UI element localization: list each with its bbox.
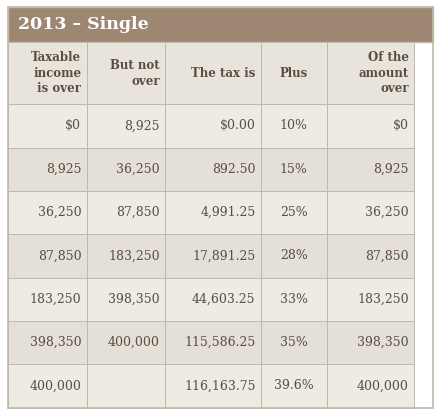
Bar — [8, 191, 86, 234]
Bar — [8, 234, 86, 278]
Text: 400,000: 400,000 — [30, 379, 81, 392]
Text: But not
over: But not over — [110, 59, 160, 88]
Text: 35%: 35% — [280, 336, 308, 349]
Text: 36,250: 36,250 — [365, 206, 409, 219]
Bar — [261, 42, 327, 104]
Bar — [86, 148, 165, 191]
Bar — [165, 104, 261, 148]
Bar — [86, 42, 165, 104]
Bar — [86, 234, 165, 278]
Bar — [86, 191, 165, 234]
Text: $0: $0 — [392, 120, 409, 132]
Text: 398,350: 398,350 — [30, 336, 81, 349]
Text: Taxable
income
is over: Taxable income is over — [31, 51, 81, 95]
Bar — [261, 234, 327, 278]
Text: The tax is: The tax is — [191, 67, 256, 80]
Bar — [8, 321, 86, 364]
Bar — [327, 278, 414, 321]
Bar — [261, 104, 327, 148]
Text: $0.00: $0.00 — [220, 120, 256, 132]
Bar — [327, 191, 414, 234]
Bar — [327, 42, 414, 104]
Text: 10%: 10% — [280, 120, 308, 132]
Text: 15%: 15% — [280, 163, 308, 176]
Bar — [165, 148, 261, 191]
Text: 87,850: 87,850 — [37, 249, 81, 262]
Text: 8,925: 8,925 — [124, 120, 160, 132]
Text: 44,603.25: 44,603.25 — [192, 293, 256, 306]
Text: 183,250: 183,250 — [357, 293, 409, 306]
Bar — [261, 278, 327, 321]
Text: $0: $0 — [65, 120, 81, 132]
Bar — [8, 278, 86, 321]
Bar — [165, 321, 261, 364]
Bar — [86, 278, 165, 321]
Text: Of the
amount
over: Of the amount over — [359, 51, 409, 95]
Text: 8,925: 8,925 — [46, 163, 81, 176]
Bar — [327, 148, 414, 191]
Text: 36,250: 36,250 — [116, 163, 160, 176]
Bar — [8, 104, 86, 148]
Text: 183,250: 183,250 — [30, 293, 81, 306]
Bar — [261, 148, 327, 191]
Text: Plus: Plus — [280, 67, 308, 80]
Bar — [261, 321, 327, 364]
Text: 115,586.25: 115,586.25 — [184, 336, 256, 349]
Bar — [165, 278, 261, 321]
Bar — [86, 104, 165, 148]
Text: 39.6%: 39.6% — [274, 379, 314, 392]
Bar — [261, 364, 327, 408]
Bar — [327, 234, 414, 278]
Text: 183,250: 183,250 — [108, 249, 160, 262]
Text: 87,850: 87,850 — [116, 206, 160, 219]
Bar — [8, 42, 86, 104]
Text: 8,925: 8,925 — [373, 163, 409, 176]
Bar — [8, 148, 86, 191]
Bar — [327, 104, 414, 148]
Text: 2013 – Single: 2013 – Single — [18, 16, 148, 33]
Text: 398,350: 398,350 — [357, 336, 409, 349]
Text: 87,850: 87,850 — [365, 249, 409, 262]
Bar — [165, 42, 261, 104]
Text: 25%: 25% — [280, 206, 308, 219]
Bar — [165, 234, 261, 278]
Text: 400,000: 400,000 — [108, 336, 160, 349]
Text: 28%: 28% — [280, 249, 308, 262]
Text: 17,891.25: 17,891.25 — [192, 249, 256, 262]
Bar — [8, 7, 433, 42]
Text: 36,250: 36,250 — [37, 206, 81, 219]
Text: 116,163.75: 116,163.75 — [184, 379, 256, 392]
Bar — [86, 364, 165, 408]
Text: 4,991.25: 4,991.25 — [200, 206, 256, 219]
Text: 33%: 33% — [280, 293, 308, 306]
Text: 892.50: 892.50 — [212, 163, 256, 176]
Bar — [8, 364, 86, 408]
Bar — [261, 191, 327, 234]
Bar — [165, 364, 261, 408]
Text: 398,350: 398,350 — [108, 293, 160, 306]
Bar — [327, 364, 414, 408]
Text: 400,000: 400,000 — [357, 379, 409, 392]
Bar — [86, 321, 165, 364]
Bar — [165, 191, 261, 234]
Bar — [327, 321, 414, 364]
